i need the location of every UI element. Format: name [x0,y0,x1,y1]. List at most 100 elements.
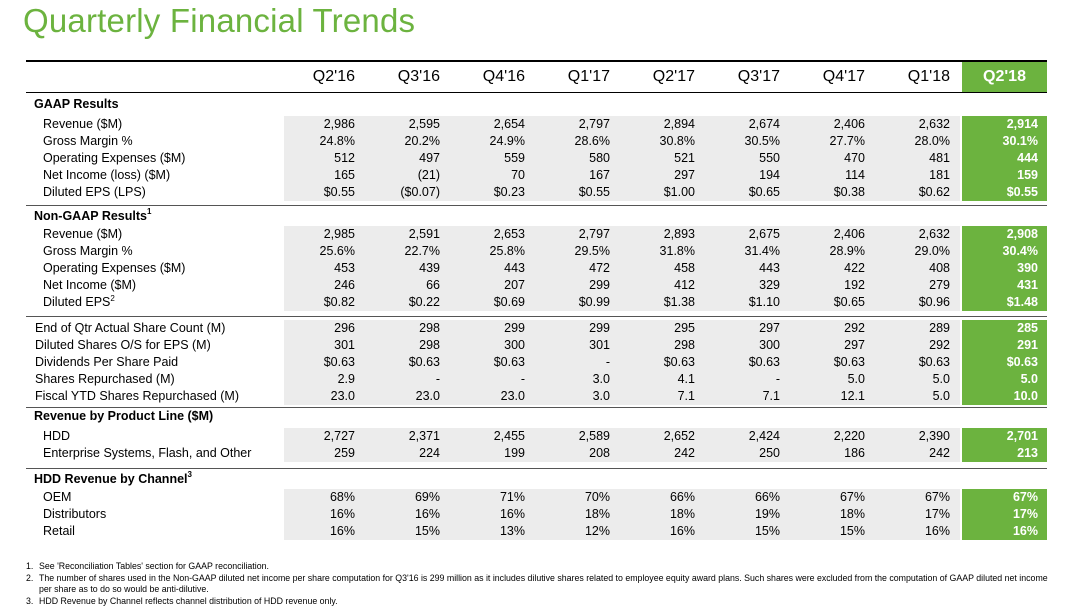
table-cell: 292 [844,321,865,335]
table-cell: 2,371 [408,429,440,443]
table-cell: 408 [929,261,950,275]
table-cell: 5.0 [1020,372,1038,386]
table-cell: 7.1 [762,389,780,403]
table-cell: 279 [929,278,950,292]
table-cell: 453 [334,261,355,275]
table-cell: 69% [414,490,440,504]
footnote-number: 1. [26,561,34,571]
table-cell: $1.38 [663,295,695,309]
row-label: Fiscal YTD Shares Repurchased (M) [35,389,240,403]
table-cell: 300 [504,338,525,352]
quarter-header: Q3'16 [397,68,440,85]
table-cell: 472 [589,261,610,275]
table-cell: 207 [504,278,525,292]
table-cell: 16% [329,507,355,521]
table-cell: 2.9 [337,372,355,386]
table-cell: 2,654 [493,117,525,131]
table-cell: 2,406 [833,117,865,131]
table-cell: $1.10 [748,295,780,309]
row-label: Shares Repurchased (M) [35,372,175,386]
footnote: 1. See 'Reconciliation Tables' section fo… [26,561,1056,573]
section-divider [26,205,1047,206]
table-cell: 23.0 [330,389,355,403]
table-cell: 292 [929,338,950,352]
table-cell: 580 [589,151,610,165]
table-cell: 18% [584,507,610,521]
row-label: Net Income (loss) ($M) [43,168,171,182]
section-title: Revenue by Product Line ($M) [34,409,214,423]
table-cell: 439 [419,261,440,275]
table-cell: 299 [589,278,610,292]
table-cell: $0.96 [918,295,950,309]
footnote-marker: 2 [110,294,115,303]
table-cell: 18% [669,507,695,521]
table-cell: 70 [511,168,525,182]
row-label: HDD [43,429,71,443]
table-cell: 2,908 [1006,227,1038,241]
table-cell: $0.63 [323,355,355,369]
table-cell: 291 [1017,338,1038,352]
table-cell: 481 [929,151,950,165]
table-cell: 242 [674,446,695,460]
table-cell: 165 [334,168,355,182]
table-cell: 2,652 [663,429,695,443]
table-cell: 5.0 [847,372,865,386]
table-cell: 70% [584,490,610,504]
table-cell: 181 [929,168,950,182]
table-cell: 23.0 [415,389,440,403]
quarter-header: Q3'17 [737,68,780,85]
table-cell: 25.8% [489,244,525,258]
quarter-header-row: Q2'16 Q3'16 Q4'16 Q1'17 Q2'17 Q3'17 Q4'17 Q1'18… [26,62,1047,92]
table-cell: 66 [426,278,440,292]
table-cell: 68% [329,490,355,504]
quarter-header: Q1'17 [567,68,610,85]
highlight-column-band [962,226,1047,311]
table-cell: 301 [334,338,355,352]
table-cell: 66% [754,490,780,504]
table-cell: 67% [1012,490,1038,504]
table-cell: 186 [844,446,865,460]
highlight-column-band [962,428,1047,462]
row-label: End of Qtr Actual Share Count (M) [35,321,226,335]
table-cell: 12.1 [840,389,865,403]
table-cell: 167 [589,168,610,182]
table-cell: 20.2% [404,134,440,148]
table-cell: - [775,372,780,386]
table-cell: 298 [419,338,440,352]
table-cell: $0.55 [578,185,610,199]
section-divider [26,316,1047,317]
page-title: Quarterly Financial Trends [23,2,416,39]
table-cell: 13% [499,524,525,538]
table-cell: 16% [329,524,355,538]
table-cell: 2,727 [323,429,355,443]
footnote-text: See 'Reconciliation Tables' section for … [39,561,269,571]
table-cell: 29.0% [914,244,950,258]
table-cell: $0.63 [408,355,440,369]
table-cell: 3.0 [592,389,610,403]
table-cell: 297 [844,338,865,352]
table-cell: 2,674 [748,117,780,131]
table-cell: 289 [929,321,950,335]
highlight-column-band [962,489,1047,540]
row-label: Dividends Per Share Paid [35,355,179,369]
table-cell: 30.1% [1002,134,1038,148]
footnote-marker: 3 [187,470,192,479]
table-cell: 2,591 [408,227,440,241]
table-cell: 10.0 [1013,389,1038,403]
row-label: Diluted EPS2 [43,294,115,310]
table-cell: 67% [924,490,950,504]
table-cell: 444 [1017,151,1038,165]
table-cell: 2,797 [578,227,610,241]
table-cell: 242 [929,446,950,460]
row-label: Operating Expenses ($M) [43,151,186,165]
table-cell: 301 [589,338,610,352]
table-cell: 296 [334,321,355,335]
row-label: Revenue ($M) [43,117,123,131]
table-cell: 199 [504,446,525,460]
table-cell: 192 [844,278,865,292]
table-cell: 5.0 [932,389,950,403]
table-cell: 159 [1017,168,1038,182]
row-band [284,226,960,311]
row-label: OEM [43,490,72,504]
table-cell: - [435,372,440,386]
